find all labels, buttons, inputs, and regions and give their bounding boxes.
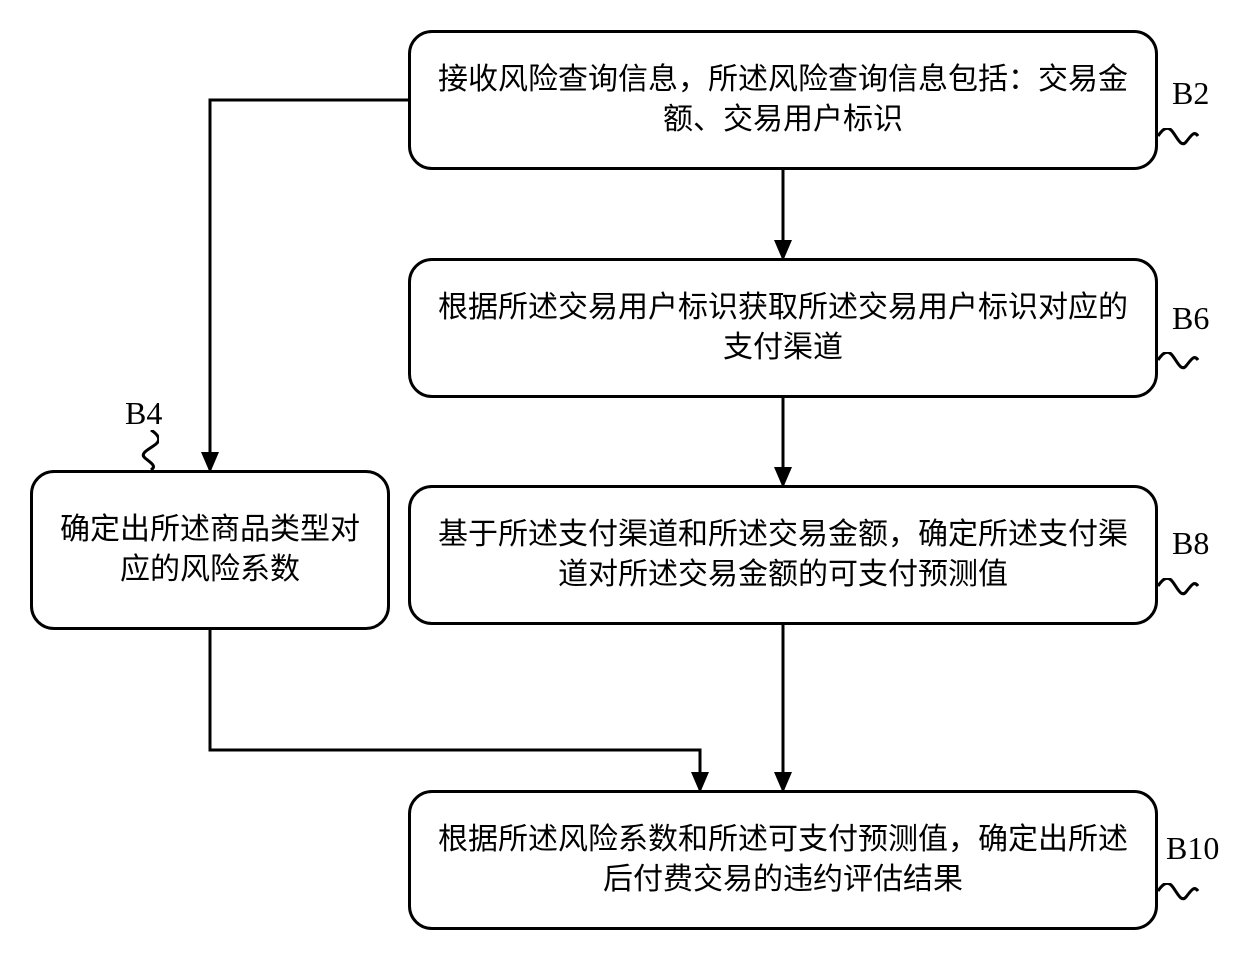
squiggle-connector bbox=[1158, 883, 1202, 911]
squiggle-connector bbox=[131, 430, 159, 474]
flow-node-B8: 基于所述支付渠道和所述交易金额，确定所述支付渠道对所述交易金额的可支付预测值 bbox=[408, 485, 1158, 625]
flow-edge bbox=[210, 630, 700, 790]
flow-node-text: 根据所述交易用户标识获取所述交易用户标识对应的支付渠道 bbox=[431, 288, 1135, 369]
squiggle-connector bbox=[1158, 352, 1202, 380]
squiggle-connector bbox=[1158, 128, 1202, 156]
step-label-B8: B8 bbox=[1172, 525, 1209, 562]
flow-node-B6: 根据所述交易用户标识获取所述交易用户标识对应的支付渠道 bbox=[408, 258, 1158, 398]
flow-node-text: 接收风险查询信息，所述风险查询信息包括：交易金额、交易用户标识 bbox=[431, 60, 1135, 141]
flowchart-canvas: 接收风险查询信息，所述风险查询信息包括：交易金额、交易用户标识 B2 确定出所述商品… bbox=[0, 0, 1240, 975]
step-label-B2: B2 bbox=[1172, 75, 1209, 112]
step-label-B6: B6 bbox=[1172, 300, 1209, 337]
flow-edge bbox=[210, 100, 408, 470]
flow-node-B2: 接收风险查询信息，所述风险查询信息包括：交易金额、交易用户标识 bbox=[408, 30, 1158, 170]
flow-node-B4: 确定出所述商品类型对应的风险系数 bbox=[30, 470, 390, 630]
step-label-B10: B10 bbox=[1166, 830, 1219, 867]
squiggle-connector bbox=[1158, 578, 1202, 606]
step-label-B4: B4 bbox=[125, 395, 162, 432]
flow-node-B10: 根据所述风险系数和所述可支付预测值，确定出所述后付费交易的违约评估结果 bbox=[408, 790, 1158, 930]
flow-node-text: 确定出所述商品类型对应的风险系数 bbox=[53, 510, 367, 591]
flow-node-text: 根据所述风险系数和所述可支付预测值，确定出所述后付费交易的违约评估结果 bbox=[431, 820, 1135, 901]
flow-node-text: 基于所述支付渠道和所述交易金额，确定所述支付渠道对所述交易金额的可支付预测值 bbox=[431, 515, 1135, 596]
